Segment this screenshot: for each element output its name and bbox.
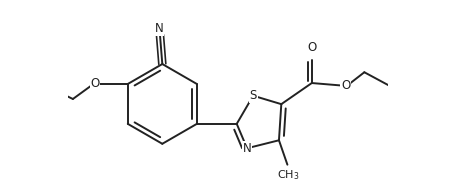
Text: O: O: [90, 77, 99, 91]
Text: N: N: [154, 22, 163, 35]
Text: N: N: [242, 142, 251, 155]
Text: CH$_3$: CH$_3$: [277, 168, 299, 182]
Text: O: O: [307, 41, 316, 54]
Text: O: O: [340, 79, 349, 92]
Text: S: S: [249, 89, 256, 102]
